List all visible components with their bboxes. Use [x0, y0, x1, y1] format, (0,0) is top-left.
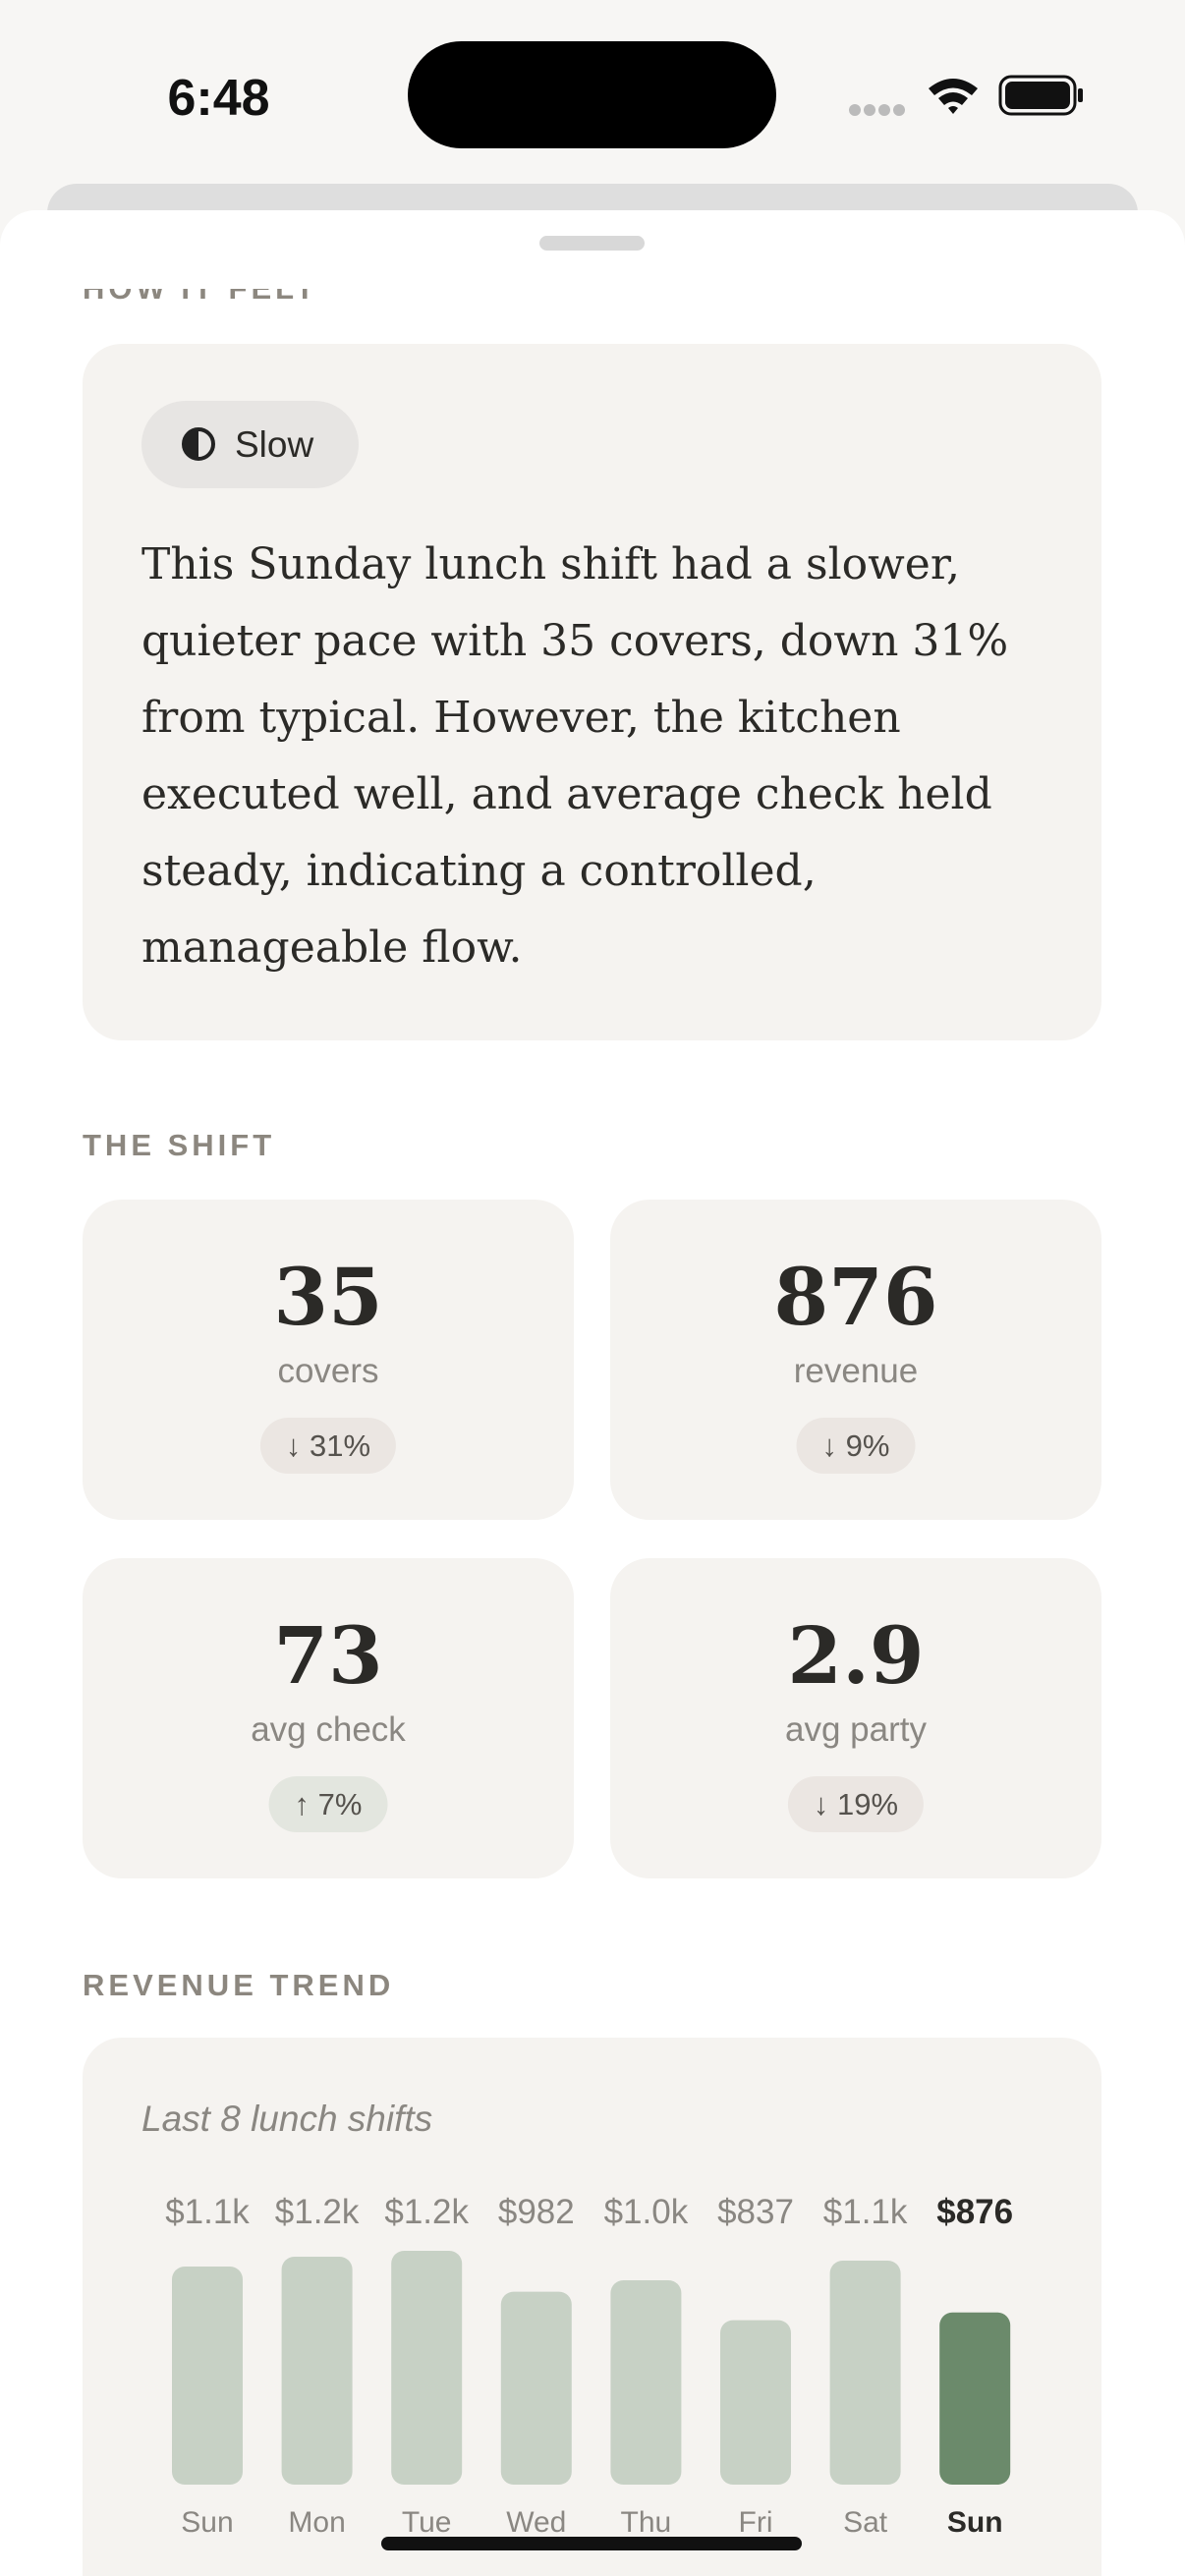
stat-card: 73 avg check ↑ 7% [83, 1558, 574, 1878]
tag-icon [182, 427, 215, 461]
stat-value: 35 [273, 1251, 383, 1343]
bar [391, 2251, 463, 2485]
stat-value: 73 [273, 1609, 383, 1702]
value-label: $1.2k [275, 2193, 360, 2231]
stat-value: 2.9 [787, 1609, 925, 1702]
stat-change: ↓ 31% [259, 1418, 397, 1474]
status-bar: 6:48 [0, 0, 1185, 187]
x-tick-label: Wed [506, 2506, 566, 2539]
stat-label: avg check [251, 1710, 406, 1749]
x-tick-label: Tue [402, 2506, 452, 2539]
stat-change: ↓ 19% [787, 1776, 925, 1832]
chart-subtitle: Last 8 lunch shifts [141, 2099, 433, 2139]
x-tick-label: Sun [181, 2506, 233, 2539]
chart: $1.1k Sun $1.2k Mon $1.2k Tue $982 Wed $1.0k Thu $… [165, 2193, 1013, 2539]
bar [172, 2267, 243, 2485]
tag: Slow [141, 401, 359, 488]
value-label: $1.0k [604, 2193, 689, 2231]
chart-card: Last 8 lunch shifts $1.1k Sun $1.2k Mon $1.2… [83, 2038, 1101, 2576]
bar [610, 2280, 682, 2485]
home-indicator [381, 2537, 802, 2550]
value-label: $837 [717, 2193, 794, 2231]
bar [939, 2312, 1011, 2485]
value-label: $1.1k [823, 2193, 908, 2231]
stat-card: 35 covers ↓ 31% [83, 1200, 574, 1520]
stat-label: revenue [793, 1352, 919, 1390]
tag-label: Slow [235, 424, 314, 465]
time: 6:48 [167, 70, 270, 127]
status-icons [849, 75, 1083, 116]
x-tick-label: Sat [843, 2506, 888, 2539]
bar [829, 2261, 901, 2485]
section-heading: REVENUE TREND [83, 1968, 395, 2002]
section-heading: HOW IT FELT [83, 289, 318, 307]
x-tick-label: Sun [947, 2506, 1003, 2539]
stat-card: 876 revenue ↓ 9% [610, 1200, 1101, 1520]
bar [500, 2291, 572, 2485]
stat-card: 2.9 avg party ↓ 19% [610, 1558, 1101, 1878]
scroll-content: HOW IT FELT Slow This Sunday lunch shift… [0, 289, 1185, 2576]
value-label: $876 [936, 2193, 1013, 2231]
x-tick-label: Thu [621, 2506, 672, 2539]
feel-card: Slow This Sunday lunch shift had a slowe… [83, 344, 1101, 1040]
stat-change: ↓ 9% [796, 1418, 916, 1474]
bar [281, 2257, 353, 2485]
grabber [539, 236, 645, 251]
x-tick-label: Mon [288, 2506, 345, 2539]
value-label: $982 [498, 2193, 575, 2231]
stat-value: 876 [773, 1251, 938, 1343]
dynamic-island [408, 41, 776, 148]
summary: This Sunday lunch shift had a slower, qu… [141, 539, 1009, 973]
section-heading: THE SHIFT [83, 1128, 276, 1162]
value-label: $1.1k [165, 2193, 250, 2231]
value-label: $1.2k [384, 2193, 469, 2231]
stat-label: avg party [785, 1710, 927, 1749]
bar [720, 2320, 791, 2485]
stat-change: ↑ 7% [268, 1776, 388, 1832]
stat-label: covers [277, 1352, 379, 1390]
x-tick-label: Fri [739, 2506, 773, 2539]
sheet: HOW IT FELT Slow This Sunday lunch shift… [0, 210, 1185, 2576]
